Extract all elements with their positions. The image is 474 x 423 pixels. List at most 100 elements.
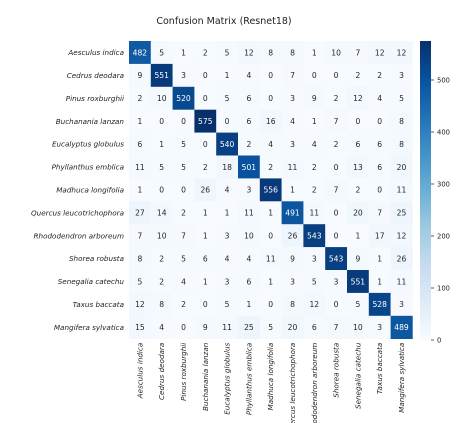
- cell-value-label: 5: [159, 163, 164, 172]
- cell-value-label: 528: [372, 300, 387, 309]
- cell-value-label: 491: [285, 209, 300, 218]
- cell-value-label: 3: [181, 71, 186, 80]
- heatmap-cell: [368, 132, 391, 156]
- cell-value-label: 4: [225, 186, 230, 195]
- cell-value-label: 2: [377, 71, 382, 80]
- cell-value-label: 5: [225, 48, 230, 57]
- heatmap-cell: [281, 270, 304, 294]
- heatmap-cell: [216, 247, 239, 271]
- heatmap-cell: [238, 292, 261, 317]
- heatmap-cell: [303, 132, 326, 156]
- cell-value-label: 7: [334, 186, 339, 195]
- heatmap-cell: [325, 63, 348, 88]
- heatmap-cell: [172, 270, 195, 294]
- heatmap-cell: [194, 224, 217, 248]
- heatmap-cell: [347, 270, 370, 294]
- colorbar-tick-label: 0: [437, 336, 441, 344]
- cell-value-label: 5: [225, 300, 230, 309]
- cell-value-label: 20: [397, 163, 407, 172]
- row-label: Senegalia catechu: [58, 277, 125, 286]
- heatmap-cell: [390, 292, 413, 317]
- heatmap-cell: [281, 247, 304, 271]
- heatmap-cell: [325, 270, 348, 294]
- heatmap-cell: [238, 63, 261, 88]
- heatmap-cell: [150, 63, 173, 88]
- cell-value-label: 0: [334, 300, 339, 309]
- cell-value-label: 3: [312, 254, 317, 263]
- heatmap-cell: [238, 224, 261, 248]
- heatmap-cell: [368, 224, 391, 248]
- heatmap-cell: [368, 247, 391, 271]
- cell-value-label: 4: [181, 277, 186, 286]
- cell-value-label: 3: [225, 277, 230, 286]
- cell-value-label: 1: [377, 277, 382, 286]
- cell-value-label: 12: [135, 300, 145, 309]
- heatmap-cell: [390, 63, 413, 88]
- heatmap-cell: [347, 201, 370, 225]
- heatmap-cell: [325, 315, 348, 339]
- cell-value-label: 5: [399, 94, 404, 103]
- cell-value-label: 17: [375, 231, 385, 240]
- cell-value-label: 8: [399, 117, 404, 126]
- heatmap-cell: [281, 224, 304, 248]
- heatmap-cell: [303, 292, 326, 317]
- heatmap-cell: [390, 86, 413, 110]
- heatmap-cell: [390, 247, 413, 271]
- heatmap-cell: [390, 270, 413, 294]
- cell-value-label: 1: [268, 209, 273, 218]
- cell-value-label: 1: [225, 71, 230, 80]
- cell-value-label: 18: [222, 163, 232, 172]
- cell-value-label: 20: [288, 323, 298, 332]
- cell-value-label: 11: [266, 254, 276, 263]
- cell-value-label: 6: [246, 94, 251, 103]
- cell-value-label: 575: [198, 117, 213, 126]
- cell-value-label: 2: [246, 140, 251, 149]
- heatmap-cell: [368, 86, 391, 110]
- cell-value-label: 489: [394, 323, 409, 332]
- heatmap-cell: [303, 201, 326, 225]
- heatmap-cell: [325, 132, 348, 156]
- heatmap-cell: [325, 224, 348, 248]
- heatmap-cell: [129, 270, 152, 294]
- cell-value-label: 6: [137, 140, 142, 149]
- row-label: Aesculus indica: [67, 48, 124, 57]
- colorbar-tick-label: 300: [437, 180, 450, 188]
- cell-value-label: 14: [157, 209, 167, 218]
- cell-value-label: 1: [225, 209, 230, 218]
- column-label: Phyllanthus emblica: [244, 343, 253, 415]
- heatmap-cell: [347, 132, 370, 156]
- cell-value-label: 0: [203, 140, 208, 149]
- cell-value-label: 3: [334, 277, 339, 286]
- cell-value-label: 0: [334, 209, 339, 218]
- cell-value-label: 4: [312, 140, 317, 149]
- cell-value-label: 0: [181, 186, 186, 195]
- colorbar-tick-label: 400: [437, 128, 450, 136]
- cell-value-label: 5: [181, 140, 186, 149]
- cell-value-label: 15: [135, 323, 145, 332]
- heatmap-cell: [259, 247, 282, 271]
- heatmap-cell: [238, 86, 261, 110]
- heatmap-cell: [150, 224, 173, 248]
- column-label: Quercus leucotrichophora: [288, 343, 297, 423]
- row-label: Taxus baccata: [73, 300, 124, 309]
- heatmap-cell: [238, 155, 261, 179]
- heatmap-cell: [194, 292, 217, 317]
- cell-value-label: 1: [355, 231, 360, 240]
- cell-value-label: 501: [242, 163, 257, 172]
- cell-value-label: 2: [181, 209, 186, 218]
- heatmap-cell: [281, 41, 304, 65]
- cell-value-label: 12: [244, 48, 254, 57]
- cell-value-label: 4: [159, 323, 164, 332]
- column-label: Buchanania lanzan: [201, 342, 210, 411]
- heatmap-cell: [325, 41, 348, 65]
- cell-value-label: 3: [225, 231, 230, 240]
- heatmap-cell: [347, 86, 370, 110]
- heatmap-cell: [368, 63, 391, 88]
- heatmap-cell: [259, 155, 282, 179]
- column-label: Aesculus indica: [135, 343, 144, 400]
- cell-value-label: 2: [159, 277, 164, 286]
- cell-value-label: 5: [181, 163, 186, 172]
- heatmap-cell: [216, 178, 239, 202]
- heatmap-cell: [238, 270, 261, 294]
- colorbar-ticks: 0 100 200 300 400 500: [431, 76, 450, 344]
